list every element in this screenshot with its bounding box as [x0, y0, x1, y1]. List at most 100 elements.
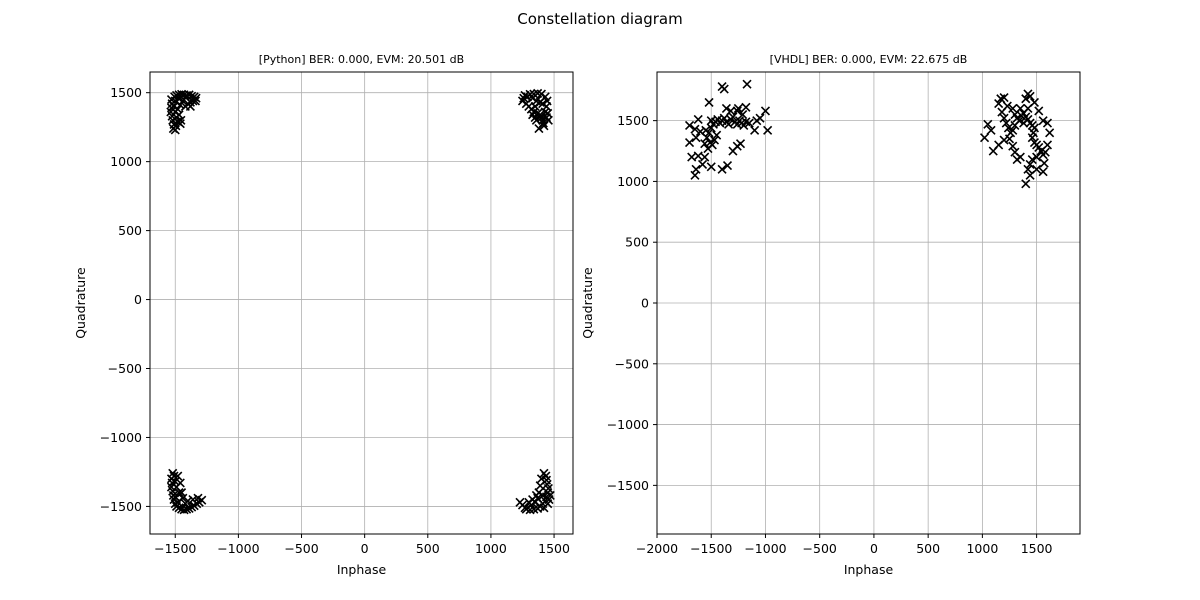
chart-1-point	[697, 159, 708, 169]
chart-1-point	[709, 135, 720, 145]
chart-0-point	[534, 123, 544, 134]
chart-1-x-tick-label: 500	[916, 541, 940, 556]
chart-1-point	[979, 133, 990, 143]
chart-0-x-axis-label: Inphase	[337, 562, 387, 577]
chart-0-y-tick-label: 1500	[110, 85, 142, 100]
chart-1-y-tick-label: −1500	[607, 478, 649, 493]
chart-1-point	[690, 124, 700, 134]
chart-1-point	[700, 139, 710, 149]
chart-1-point	[1019, 118, 1029, 128]
chart-0-x-tick-label: 0	[361, 541, 369, 556]
chart-0-point	[538, 99, 548, 109]
chart-1-point	[988, 146, 998, 156]
chart-1-y-tick-label: 500	[625, 235, 649, 250]
chart-1-point	[693, 114, 703, 124]
chart-1-x-tick-label: 0	[870, 541, 878, 556]
chart-0-y-tick-label: 0	[134, 292, 142, 307]
chart-0-y-tick-label: −500	[108, 361, 142, 376]
chart-1-point	[999, 92, 1009, 103]
chart-1-point	[763, 125, 773, 135]
chart-1-point	[1025, 170, 1035, 180]
chart-0-y-tick-label: 500	[118, 223, 142, 238]
chart-1-point	[1027, 154, 1037, 165]
chart-1-point	[726, 106, 736, 116]
chart-0-point	[168, 468, 178, 478]
chart-0-y-tick-label: 1000	[110, 154, 142, 169]
chart-1-point	[1038, 116, 1048, 126]
chart-1-point	[1021, 94, 1031, 104]
chart-1-point	[728, 112, 738, 122]
chart-0-axes-frame	[149, 71, 574, 535]
chart-1-point	[1003, 123, 1013, 133]
chart-1-point	[983, 119, 993, 129]
chart-1-point	[684, 137, 695, 148]
chart-1-y-axis-label: Quadrature	[580, 267, 595, 339]
chart-1-point	[704, 97, 714, 107]
chart-1-point	[721, 103, 731, 114]
chart-1-point	[760, 106, 771, 116]
chart-0-point	[535, 481, 545, 491]
chart-1-point	[1040, 147, 1050, 157]
chart-0-point	[545, 490, 555, 500]
chart-1-markers	[684, 79, 1055, 189]
chart-1-x-tick-label: 1000	[966, 541, 998, 556]
chart-1-point	[690, 170, 700, 180]
chart-1-title: [VHDL] BER: 0.000, EVM: 22.675 dB	[770, 53, 968, 66]
chart-0-x-tick-label: 500	[416, 541, 440, 556]
chart-1-point	[738, 109, 748, 120]
chart-0-x-tick-label: −1000	[217, 541, 259, 556]
chart-1-point	[1002, 101, 1012, 111]
chart-1-point	[1021, 179, 1031, 189]
chart-0-x-tick-label: −1500	[154, 541, 196, 556]
chart-0-point	[175, 100, 185, 110]
chart-1-point	[733, 103, 743, 114]
chart-1-point	[735, 139, 746, 149]
chart-0-point	[180, 499, 190, 509]
chart-1-point	[717, 164, 727, 174]
chart-1-point	[1010, 147, 1020, 157]
chart-0-point	[173, 471, 183, 481]
chart-1-point	[1025, 91, 1035, 101]
chart-0-x-tick-label: −500	[284, 541, 318, 556]
chart-0-point	[538, 490, 548, 500]
chart-1-point	[1025, 159, 1035, 169]
chart-1-point	[684, 120, 695, 131]
chart-0-point	[539, 503, 549, 513]
chart-1-point	[750, 125, 760, 135]
chart-1-y-tick-label: 1500	[617, 113, 649, 128]
chart-1-point	[1023, 103, 1033, 114]
chart-0-markers	[166, 88, 555, 515]
chart-1-point	[1038, 167, 1048, 177]
chart-0-y-axis-label: Quadrature	[73, 267, 88, 339]
chart-1-point	[1008, 141, 1018, 151]
chart-1-point	[1023, 164, 1033, 174]
chart-0-point	[175, 119, 185, 129]
chart-1-y-tick-label: −500	[615, 356, 649, 371]
chart-1-point	[742, 79, 752, 89]
chart-1-point	[1010, 120, 1020, 131]
chart-0-point	[185, 101, 195, 112]
chart-1-x-tick-label: −500	[803, 541, 837, 556]
chart-1-point	[1012, 154, 1022, 165]
chart-0-point	[528, 110, 538, 120]
chart-1-point	[1042, 140, 1053, 150]
chart-0-point	[535, 110, 545, 120]
chart-0-point	[531, 115, 541, 125]
chart-1-point	[691, 133, 701, 143]
chart-1-x-tick-label: −2000	[636, 541, 678, 556]
chart-1-point	[755, 113, 765, 123]
chart-1-y-tick-label: −1000	[607, 417, 649, 432]
chart-0-x-tick-label: 1500	[538, 541, 570, 556]
chart-1-point	[687, 152, 697, 162]
chart-0-point	[173, 497, 183, 507]
chart-1-point	[722, 161, 733, 171]
chart-0-point	[188, 96, 198, 106]
chart-1-point	[1039, 158, 1049, 168]
chart-0-point	[543, 115, 553, 125]
chart-0-x-tick-label: 1000	[475, 541, 507, 556]
chart-1-x-tick-label: −1000	[744, 541, 786, 556]
chart-0-point	[187, 502, 197, 512]
chart-1-point	[703, 144, 713, 154]
chart-1-point	[1015, 103, 1025, 114]
